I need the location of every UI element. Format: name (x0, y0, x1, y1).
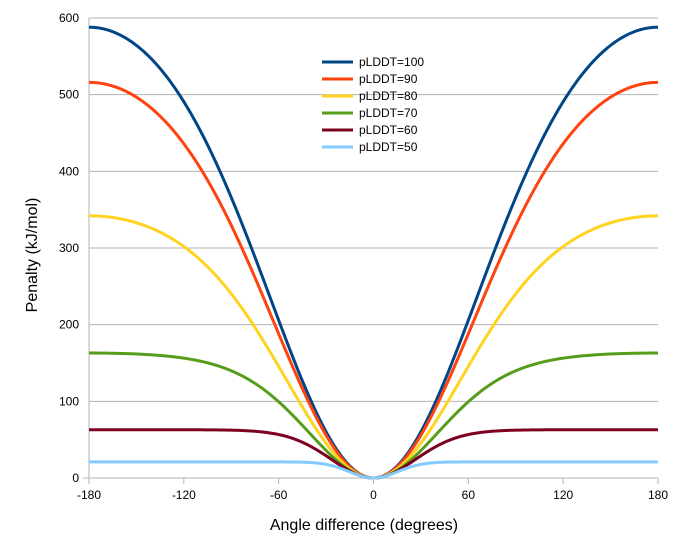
y-tick-label: 200 (59, 318, 79, 332)
legend-label: pLDDT=50 (359, 140, 418, 154)
x-tick-label: 120 (553, 488, 573, 502)
x-tick-label: -120 (172, 488, 196, 502)
x-axis-title: Angle difference (degrees) (270, 517, 458, 534)
axes: 0 100 200 300 400 500 600 -180 -120 -60 0 60 120 180 (59, 11, 668, 502)
legend-label: pLDDT=80 (359, 89, 418, 103)
x-tick-label: 180 (648, 488, 668, 502)
y-tick-label: 500 (59, 88, 79, 102)
y-axis-title: Penalty (kJ/mol) (24, 198, 41, 313)
legend-label: pLDDT=70 (359, 106, 418, 120)
x-tick-label: -180 (77, 488, 101, 502)
legend: pLDDT=100 pLDDT=90 pLDDT=80 pLDDT=70 pLDDT=6… (322, 55, 424, 154)
series-line (89, 351, 658, 480)
legend-label: pLDDT=100 (359, 55, 424, 69)
y-tick-label: 0 (72, 471, 79, 485)
series-line (89, 428, 658, 480)
legend-label: pLDDT=60 (359, 123, 418, 137)
series-line (88, 214, 659, 480)
series-group (88, 25, 659, 480)
y-tick-label: 600 (59, 11, 79, 25)
x-tick-label: 60 (462, 488, 476, 502)
legend-label: pLDDT=90 (359, 72, 418, 86)
x-tick-label: -60 (270, 488, 288, 502)
x-tick-label: 0 (370, 488, 377, 502)
y-tick-label: 100 (59, 394, 79, 408)
series-line (89, 460, 658, 480)
y-tick-label: 400 (59, 164, 79, 178)
y-tick-label: 300 (59, 241, 79, 255)
